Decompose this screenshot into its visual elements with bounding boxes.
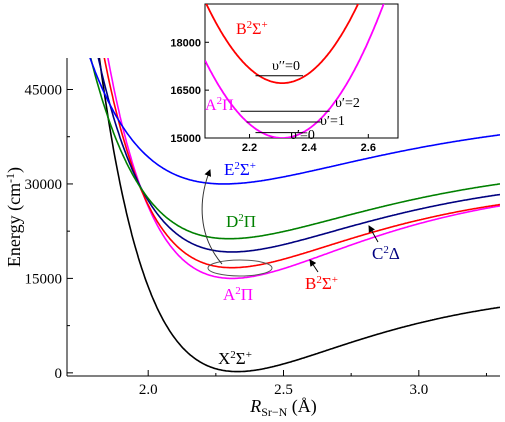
state-label-b2-parity: + [332,274,338,286]
vibrational-level-label: υ′=0 [290,128,315,143]
x-tick-label: 2.5 [274,382,293,398]
state-label-a2: A2Π [223,285,253,304]
y-axis-title-superscript: -1 [3,173,17,183]
state-label-e2: E2Σ+ [224,160,256,179]
y-tick-label: 30000 [25,177,63,193]
inset-y-tick-label: 18000 [170,37,201,49]
inset-label-b2sigma-letter: B [236,21,247,38]
state-label-d2-letter: D [226,212,238,231]
series-line-e2 [89,58,500,185]
inset-x-tick-label: 2.2 [242,142,257,154]
state-label-d2-multiplicity: 2 [238,212,244,224]
state-label-x2-multiplicity: 2 [230,349,236,361]
state-label-e2-symbol: Σ [240,160,250,179]
state-label-d2-symbol: Π [244,212,256,231]
inset-curve-a2 [205,4,385,138]
state-label-a2-symbol: Π [241,285,253,304]
state-label-e2-letter: E [224,160,234,179]
inset-plot-area: υ′′=0 υ′=2 υ′=1 υ′=0 2.2 2.4 2.6 15000 16500 1800… [170,3,399,154]
x-axis-title-symbol: R [249,396,261,416]
series-line-x2 [98,58,500,373]
inset-label-b2sigma-multiplicity: 2 [247,19,253,31]
state-label-x2-parity: + [246,349,252,361]
x-axis-title-unit: (Å) [287,396,317,417]
y-axis-title-close: ) [4,167,25,173]
y-tick-label: 0 [55,366,63,382]
x-axis-title: RSr−N (Å) [249,396,317,419]
inset-x-tick-label: 2.6 [361,142,376,154]
inset-y-tick-label: 16500 [170,85,201,97]
c-state-arrow [368,225,379,243]
inset-label-a2pi-multiplicity: 2 [217,95,223,107]
vibrational-level-label: υ′=1 [320,114,345,129]
y-tick-label: 15000 [25,271,63,287]
inset-label-b2sigma-symbol: Σ [252,21,261,38]
state-label-b2: B2Σ+ [305,274,338,293]
inset-x-tick-label: 2.4 [301,142,317,154]
state-label-b2-symbol: Σ [322,274,332,293]
state-label-c2-letter: C [372,244,383,263]
inset-label-b2sigma-parity: + [261,19,267,31]
y-tick-label: 45000 [25,82,63,98]
inset-label-a2pi: A2Π [205,95,234,114]
minimum-region-ellipse [207,259,273,277]
main-plot-area: 2.0 2.5 3.0 0 15000 30000 45000 RSr−N (Å) Energy… [3,58,500,419]
state-label-a2-multiplicity: 2 [235,285,241,297]
series-line-d2 [89,58,500,240]
state-label-d2: D2Π [226,212,256,231]
b-state-arrow [309,259,319,273]
state-label-b2-letter: B [305,274,316,293]
y-axis-title: Energy (cm-1) [3,167,25,267]
x-tick-label: 2.0 [139,382,158,398]
state-label-e2-multiplicity: 2 [234,160,240,172]
state-label-c2-multiplicity: 2 [383,244,389,256]
vibrational-level-label: υ′=2 [335,96,360,111]
state-label-b2-multiplicity: 2 [316,274,322,286]
inset-y-tick-label: 15000 [170,133,201,145]
inset-label-a2pi-letter: A [205,97,217,114]
inset-label-a2pi-symbol: Π [222,97,234,114]
main-curves [89,58,500,373]
state-label-c2: C2Δ [372,244,400,263]
state-label-e2-parity: + [250,160,256,172]
vibrational-level-label: υ′′=0 [272,59,300,74]
state-label-x2-letter: X [218,349,230,368]
inset-frame [204,3,399,139]
state-label-c2-symbol: Δ [389,244,400,263]
inset-label-b2sigma: B2Σ+ [236,19,268,38]
x-axis-title-subscript: Sr−N [261,405,287,419]
x-tick-label: 3.0 [409,382,428,398]
state-label-x2-symbol: Σ [236,349,246,368]
inset-curve-b2 [205,4,360,84]
y-axis-title-text: Energy (cm [4,183,25,267]
zoom-arrow [201,169,223,265]
state-label-x2: X2Σ+ [218,349,252,368]
state-label-a2-letter: A [223,285,236,304]
inset-curves [205,4,385,138]
